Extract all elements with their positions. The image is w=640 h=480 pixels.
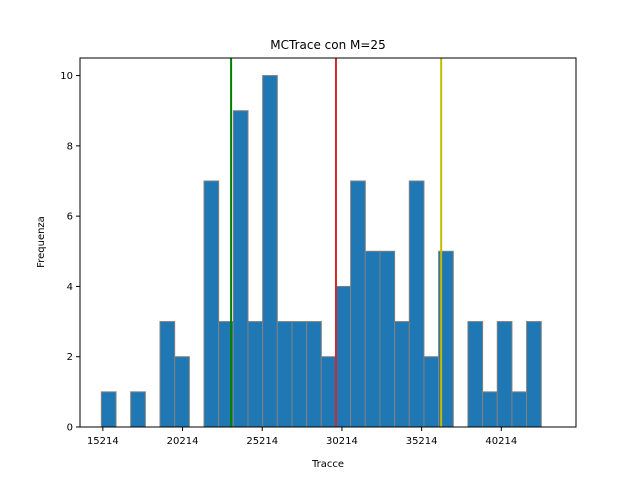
bars-layer bbox=[100, 75, 542, 428]
histogram-bar bbox=[130, 391, 146, 428]
vertical-lines-layer bbox=[230, 58, 443, 427]
x-tick-label: 15214 bbox=[87, 436, 119, 447]
histogram-bar bbox=[496, 321, 513, 428]
y-tick-label: 4 bbox=[67, 282, 73, 293]
x-tick-label: 40214 bbox=[485, 436, 517, 447]
histogram-bar bbox=[247, 321, 264, 428]
histogram-bar bbox=[526, 321, 542, 428]
histogram-bar bbox=[232, 110, 249, 428]
histogram-bar bbox=[276, 321, 293, 428]
x-tick-label: 35214 bbox=[406, 436, 438, 447]
histogram-bar bbox=[335, 285, 352, 428]
y-tick-label: 0 bbox=[67, 423, 73, 434]
histogram-bar bbox=[482, 391, 498, 428]
histogram-bar bbox=[320, 356, 337, 428]
chart-title: MCTrace con M=25 bbox=[270, 38, 385, 52]
y-axis-label: Frequenza bbox=[36, 216, 47, 268]
histogram-bar bbox=[379, 250, 396, 428]
histogram-bar bbox=[291, 321, 308, 428]
histogram-bar bbox=[159, 321, 176, 428]
histogram-bar bbox=[408, 180, 425, 428]
histogram-bar bbox=[511, 391, 528, 428]
histogram-bar bbox=[100, 391, 117, 428]
histogram-bar bbox=[394, 321, 410, 428]
histogram-bar bbox=[467, 321, 484, 428]
histogram-bar bbox=[350, 180, 366, 428]
histogram-bar bbox=[423, 356, 440, 428]
histogram-bar bbox=[203, 180, 220, 428]
histogram-bar bbox=[262, 75, 278, 428]
plot-frame bbox=[79, 57, 577, 428]
x-ticks-layer: 15214 20214 25214 30214 35214 40214 bbox=[87, 427, 517, 447]
y-ticks-layer: 0 2 4 6 8 10 bbox=[60, 71, 80, 434]
y-tick-label: 6 bbox=[67, 212, 73, 223]
x-axis-label: Tracce bbox=[311, 459, 344, 470]
histogram-bar bbox=[364, 250, 381, 428]
x-tick-label: 25214 bbox=[246, 436, 278, 447]
histogram-bar bbox=[174, 356, 190, 428]
y-tick-label: 10 bbox=[60, 71, 73, 82]
x-tick-label: 20214 bbox=[167, 436, 199, 447]
histogram-bar bbox=[306, 321, 322, 428]
y-tick-label: 8 bbox=[67, 141, 73, 152]
y-tick-label: 2 bbox=[67, 352, 73, 363]
x-tick-label: 30214 bbox=[326, 436, 358, 447]
